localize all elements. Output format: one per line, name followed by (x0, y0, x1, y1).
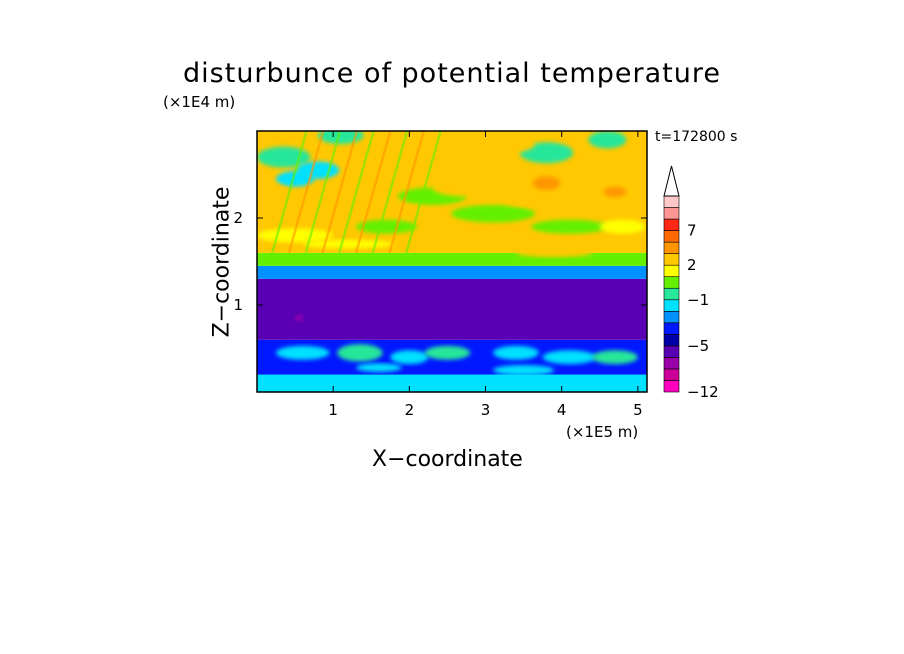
time-label: t=172800 s (655, 129, 738, 145)
contour-blob (519, 142, 574, 164)
contour-blob (416, 234, 494, 245)
contour-blob (532, 176, 561, 191)
wave-streak (271, 131, 308, 254)
colorbar-swatch (663, 276, 680, 289)
x-tick-label: 3 (481, 401, 491, 419)
contour-blob (599, 219, 646, 234)
contour-blob (295, 314, 303, 322)
colorbar-tick-label: 2 (687, 256, 697, 274)
contour-layer (257, 265, 647, 279)
colorbar-swatch (663, 368, 680, 381)
x-tick-label: 4 (557, 401, 567, 419)
colorbar-extend-arrow (663, 165, 680, 197)
colorbar-swatch (663, 241, 680, 254)
contour-blob (451, 204, 536, 223)
x-tick-label: 5 (633, 401, 643, 419)
contour-blob (588, 131, 627, 149)
contour-blob (493, 345, 539, 360)
wave-streak (287, 131, 325, 254)
contour-blob (515, 248, 593, 258)
contour-layer (257, 374, 647, 392)
colorbar-swatch (663, 287, 680, 301)
colorbar-tick-label: −5 (687, 337, 709, 355)
contour-field (257, 131, 647, 392)
contour-blob (481, 135, 536, 153)
colorbar: −12−5−127 (663, 165, 719, 401)
contour-blob (257, 185, 292, 207)
colorbar-swatch (663, 380, 680, 393)
x-axis-unit: (×1E5 m) (566, 423, 639, 441)
colorbar-swatch (663, 218, 680, 231)
contour-layer (257, 252, 647, 266)
wave-streak (338, 131, 375, 254)
contour-blob (493, 365, 555, 376)
contour-blob (356, 363, 402, 372)
contour-blob (592, 158, 623, 173)
colorbar-swatch (663, 334, 680, 347)
contour-blob (424, 345, 471, 360)
contour-layer (257, 278, 647, 340)
wave-streak (371, 131, 409, 254)
contour-blob (531, 219, 608, 234)
colorbar-swatch (663, 299, 680, 312)
y-tick-label: 1 (233, 296, 243, 314)
wave-streak (388, 131, 426, 254)
plot-frame (256, 130, 648, 393)
colorbar-swatch (663, 345, 680, 358)
colorbar-tick-label: −1 (687, 291, 709, 309)
contour-blob (542, 350, 596, 365)
colorbar-tick-label: −12 (687, 383, 719, 401)
contour-blob (592, 350, 638, 365)
colorbar-swatch (663, 253, 680, 266)
wave-streak (354, 131, 392, 254)
colorbar-swatch (663, 264, 680, 278)
colorbar-swatch (663, 195, 680, 208)
wave-streak (304, 131, 342, 254)
contour-blob (276, 171, 315, 187)
chart-title: disturbunce of potential temperature (183, 58, 721, 89)
x-tick-label: 2 (405, 401, 415, 419)
contour-blob (336, 344, 383, 362)
colorbar-swatch (663, 207, 680, 220)
contour-blob (356, 219, 417, 234)
wave-streak (405, 131, 442, 254)
x-tick-label: 1 (328, 401, 338, 419)
colorbar-tick-label: 7 (687, 222, 697, 240)
y-axis-unit: (×1E4 m) (163, 93, 236, 111)
contour-blob (390, 350, 429, 365)
contour-blob (317, 131, 364, 145)
colorbar-swatch (663, 322, 680, 335)
colorbar-swatch (663, 357, 680, 370)
x-axis-label: X−coordinate (372, 447, 523, 472)
contour-blob (504, 193, 574, 208)
contour-blob (603, 186, 627, 198)
colorbar-swatch (663, 310, 680, 324)
contour-blob (432, 178, 494, 197)
contour-blob (276, 345, 330, 360)
wave-streak (321, 131, 358, 254)
y-tick-label: 2 (233, 209, 243, 227)
colorbar-swatch (663, 230, 680, 243)
axes: 1 2 3 4 5 1 2 (233, 131, 647, 419)
